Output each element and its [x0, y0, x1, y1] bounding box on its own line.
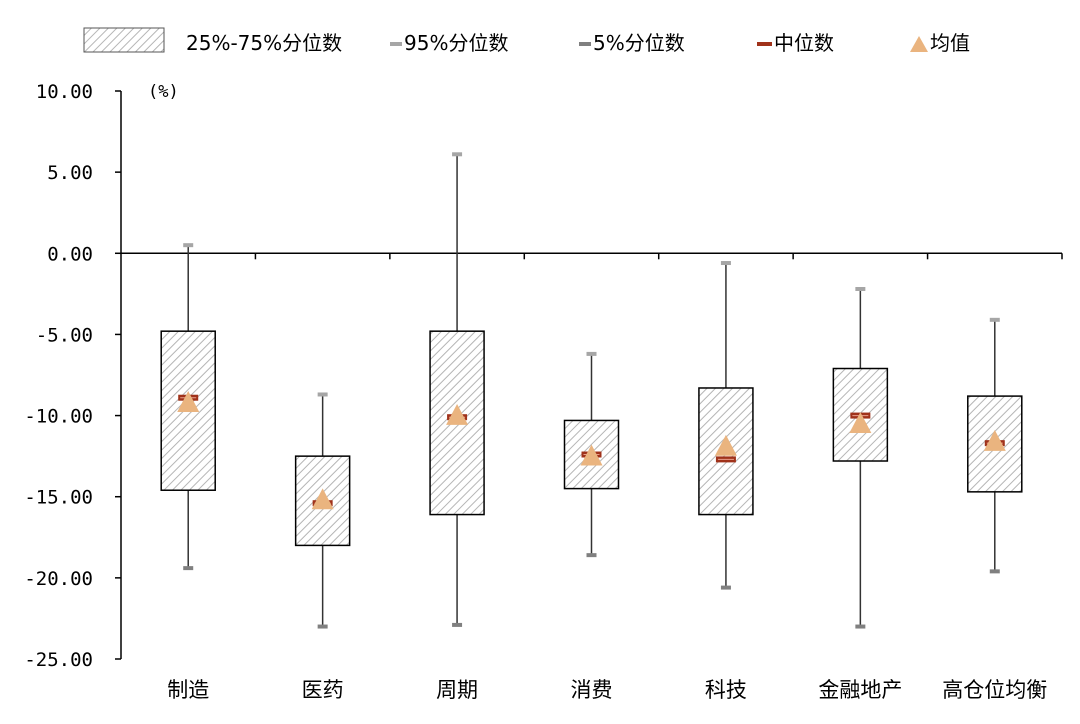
legend-label-p5: 5%分位数: [593, 31, 685, 55]
box-group: [563, 351, 620, 558]
legend-item-mean: 均值: [910, 31, 970, 55]
box-group: [832, 286, 889, 629]
legend-label-p95: 95%分位数: [404, 31, 508, 55]
y-tick-label: -10.00: [24, 406, 93, 428]
legend-label-median: 中位数: [774, 31, 834, 55]
y-tick-label: 5.00: [47, 162, 93, 184]
legend-item-box: 25%-75%分位数: [83, 27, 342, 55]
box-group: [967, 317, 1023, 574]
mean-marker: [983, 429, 1006, 451]
category-label: 周期: [436, 678, 478, 702]
mean-marker: [311, 488, 334, 510]
y-tick-label: -15.00: [24, 487, 93, 509]
legend-box-swatch: [83, 27, 165, 53]
category-label: 消费: [571, 678, 613, 702]
y-tick-label: 0.00: [47, 243, 93, 265]
mean-marker: [446, 404, 469, 425]
y-tick-label: -25.00: [24, 649, 93, 671]
iqr-box: [294, 455, 351, 547]
legend-mean-swatch: [910, 36, 928, 52]
mean-marker: [177, 391, 200, 412]
legend-label-mean: 均值: [930, 31, 970, 55]
category-label: 金融地产: [818, 678, 902, 702]
box-group: [429, 152, 485, 627]
mean-marker: [714, 434, 737, 456]
category-label: 高仓位均衡: [942, 678, 1047, 702]
boxes: [160, 152, 1023, 629]
legend-item-median: 中位数: [757, 31, 834, 55]
legend-item-p95: 95%分位数: [390, 31, 508, 55]
y-tick-label: -20.00: [24, 568, 93, 590]
legend-label-box: 25%-75%分位数: [186, 31, 342, 55]
box-group: [160, 243, 216, 571]
mean-marker: [580, 444, 603, 466]
y-tick-label: 10.00: [36, 81, 93, 103]
legend-item-p5: 5%分位数: [579, 31, 685, 55]
y-unit-label: (%): [148, 82, 179, 102]
box-group: [698, 261, 754, 590]
category-label: 医药: [302, 678, 344, 702]
mean-marker: [849, 412, 872, 434]
y-tick-label: -5.00: [36, 324, 93, 346]
category-label: 制造: [167, 678, 209, 702]
legend: 25%-75%分位数 95%分位数 5%分位数 中位数 均值: [83, 27, 970, 55]
category-label: 科技: [705, 678, 747, 702]
axes: 10.00 5.00 0.00 -5.00 -10.00 -15.00 -20.00 -25.…: [24, 81, 1063, 702]
box-group: [294, 392, 351, 629]
